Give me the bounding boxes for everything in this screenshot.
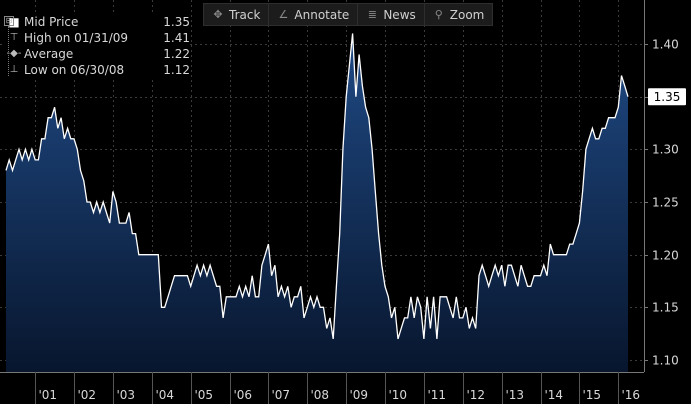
chart-legend: ⊟ ■ Mid Price 1.35 ⊤ High on 01/31/09 1.… <box>4 14 190 78</box>
legend-row-mid[interactable]: ■ Mid Price 1.35 <box>4 14 190 30</box>
zoom-button[interactable]: ⚲ Zoom <box>423 4 493 25</box>
news-label: News <box>383 7 416 22</box>
y-tick-label: 1.40 <box>652 38 679 52</box>
legend-average-label: Average <box>24 47 74 61</box>
legend-high-label: High on 01/31/09 <box>24 31 129 45</box>
crosshair-icon: ✥ <box>213 8 223 21</box>
x-tick-label: '06 <box>234 388 253 402</box>
y-tick-label: 1.20 <box>652 249 679 263</box>
legend-collapse-toggle[interactable]: ⊟ <box>4 16 14 26</box>
price-line <box>5 33 629 340</box>
current-price-tag: 1.35 <box>648 88 686 106</box>
x-tick-label: '11 <box>428 388 447 402</box>
legend-mid-label: Mid Price <box>24 15 79 29</box>
y-tick-label: 1.25 <box>652 196 679 210</box>
average-marker-icon: -◆- <box>6 48 22 59</box>
x-tick-label: '09 <box>350 388 369 402</box>
chart-toolbar: ✥ Track ∠ Annotate ≣ News ⚲ Zoom <box>203 3 494 26</box>
annotate-label: Annotate <box>294 7 350 22</box>
x-tick-label: '14 <box>545 388 564 402</box>
y-tick-label: 1.15 <box>652 301 679 315</box>
x-tick-label: '13 <box>506 388 525 402</box>
legend-connector <box>8 26 9 76</box>
track-button[interactable]: ✥ Track <box>204 4 268 25</box>
legend-high-value: 1.41 <box>163 31 190 45</box>
mid-price-swatch-icon: ■ <box>8 15 20 29</box>
x-tick-label: '16 <box>622 388 641 402</box>
x-tick-label: '10 <box>389 388 408 402</box>
annotate-button[interactable]: ∠ Annotate <box>268 4 357 25</box>
track-label: Track <box>229 7 261 22</box>
x-tick-label: '12 <box>467 388 486 402</box>
x-axis: '01 '02 '03 '04 '05 '06 '07 '08 '09 '10 '11 '12 '13 '… <box>35 372 641 404</box>
current-price-tag-box <box>648 88 686 106</box>
y-tick-label: 1.30 <box>652 143 679 157</box>
low-marker-icon: ⊥ <box>9 64 19 75</box>
x-tick-label: '07 <box>272 388 291 402</box>
news-icon: ≣ <box>367 8 377 21</box>
x-tick-label: '02 <box>78 388 97 402</box>
current-price-tag-label: 1.35 <box>654 90 681 104</box>
legend-row-high[interactable]: ⊤ High on 01/31/09 1.41 <box>4 30 190 46</box>
x-tick-label: '05 <box>195 388 214 402</box>
x-tick-label: '01 <box>39 388 58 402</box>
legend-low-value: 1.12 <box>163 63 190 77</box>
x-tick-label: '15 <box>583 388 602 402</box>
zoom-label: Zoom <box>449 7 485 22</box>
legend-low-label: Low on 06/30/08 <box>24 63 125 77</box>
x-tick-label: '03 <box>117 388 136 402</box>
legend-average-value: 1.22 <box>163 47 190 61</box>
y-axis: 1.10 1.15 1.20 1.25 1.30 1.35 1.40 <box>644 38 679 368</box>
news-button[interactable]: ≣ News <box>357 4 423 25</box>
y-tick-label: 1.10 <box>652 354 679 368</box>
pencil-icon: ∠ <box>278 8 289 21</box>
legend-row-average[interactable]: -◆- Average 1.22 <box>4 46 190 62</box>
magnifier-icon: ⚲ <box>434 8 443 21</box>
x-tick-label: '08 <box>311 388 330 402</box>
x-tick-label: '04 <box>156 388 175 402</box>
high-marker-icon: ⊤ <box>9 32 19 43</box>
price-area <box>6 33 628 372</box>
legend-mid-value: 1.35 <box>163 15 190 29</box>
legend-row-low[interactable]: ⊥ Low on 06/30/08 1.12 <box>4 62 190 78</box>
